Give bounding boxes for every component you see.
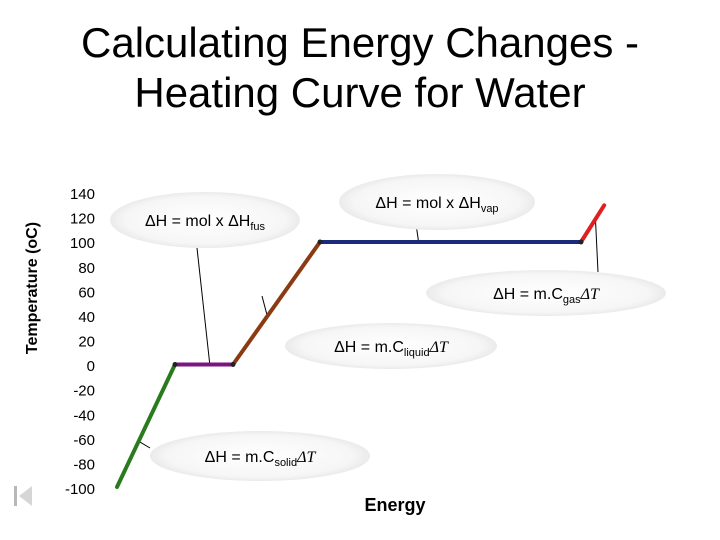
y-tick-label: 20 xyxy=(78,334,95,351)
y-tick-label: -20 xyxy=(73,383,95,400)
y-tick-label: 0 xyxy=(87,358,95,375)
callouts: ΔH = mol x ΔHfus ΔH = mol x ΔHvap ΔH = m.C… xyxy=(110,174,666,481)
callout-gas: ΔH = m.CgasΔT xyxy=(426,270,666,316)
callout-vap: ΔH = mol x ΔHvap xyxy=(339,174,535,230)
leader-line xyxy=(595,219,599,273)
callout-bubble xyxy=(150,431,370,481)
x-axis-label: Energy xyxy=(364,495,426,515)
y-tick-label: 80 xyxy=(78,260,95,277)
slide-nav-first-icon[interactable] xyxy=(8,484,38,508)
y-tick-label: 60 xyxy=(78,284,95,301)
transition-point xyxy=(578,239,584,245)
callout-liquid: ΔH = m.CliquidΔT xyxy=(285,323,497,369)
callout-bubble xyxy=(110,192,300,248)
transition-point xyxy=(172,362,178,367)
y-tick-label: -100 xyxy=(65,481,95,498)
y-tick-label: -80 xyxy=(73,456,95,473)
series-segment xyxy=(579,203,607,244)
series-lines xyxy=(115,203,607,489)
y-tick-labels: 140 120 100 80 60 40 20 0 -20 -40 -60 -80 -100 xyxy=(65,186,95,498)
y-tick-label: 140 xyxy=(70,186,95,203)
transition-point xyxy=(230,362,236,367)
y-tick-label: -40 xyxy=(73,407,95,424)
callout-solid: ΔH = m.CsolidΔT xyxy=(150,431,370,481)
y-tick-label: 120 xyxy=(70,211,95,228)
y-tick-label: 100 xyxy=(70,235,95,252)
callout-text: ΔH = m.CsolidΔT xyxy=(205,449,317,469)
callout-text: ΔH = mol x ΔHvap xyxy=(375,195,498,215)
leader-line xyxy=(196,247,211,365)
callout-bubble xyxy=(285,323,497,369)
series-segment xyxy=(115,362,177,489)
callout-bubble xyxy=(339,174,535,230)
y-axis-label: Temperature (oC) xyxy=(24,221,41,355)
series-segment xyxy=(231,240,322,367)
y-tick-label: 40 xyxy=(78,309,95,326)
callout-text: ΔH = m.CgasΔT xyxy=(493,286,600,306)
page-title: Calculating Energy Changes - Heating Cur… xyxy=(0,18,720,118)
callout-text: ΔH = m.CliquidΔT xyxy=(334,339,449,359)
y-tick-label: -60 xyxy=(73,432,95,449)
title-line-2: Heating Curve for Water xyxy=(134,69,586,116)
callout-fus: ΔH = mol x ΔHfus xyxy=(110,192,300,248)
callout-text: ΔH = mol x ΔHfus xyxy=(145,213,266,233)
callout-bubble xyxy=(426,270,666,316)
title-line-1: Calculating Energy Changes - xyxy=(81,19,639,66)
transition-point xyxy=(317,239,323,245)
